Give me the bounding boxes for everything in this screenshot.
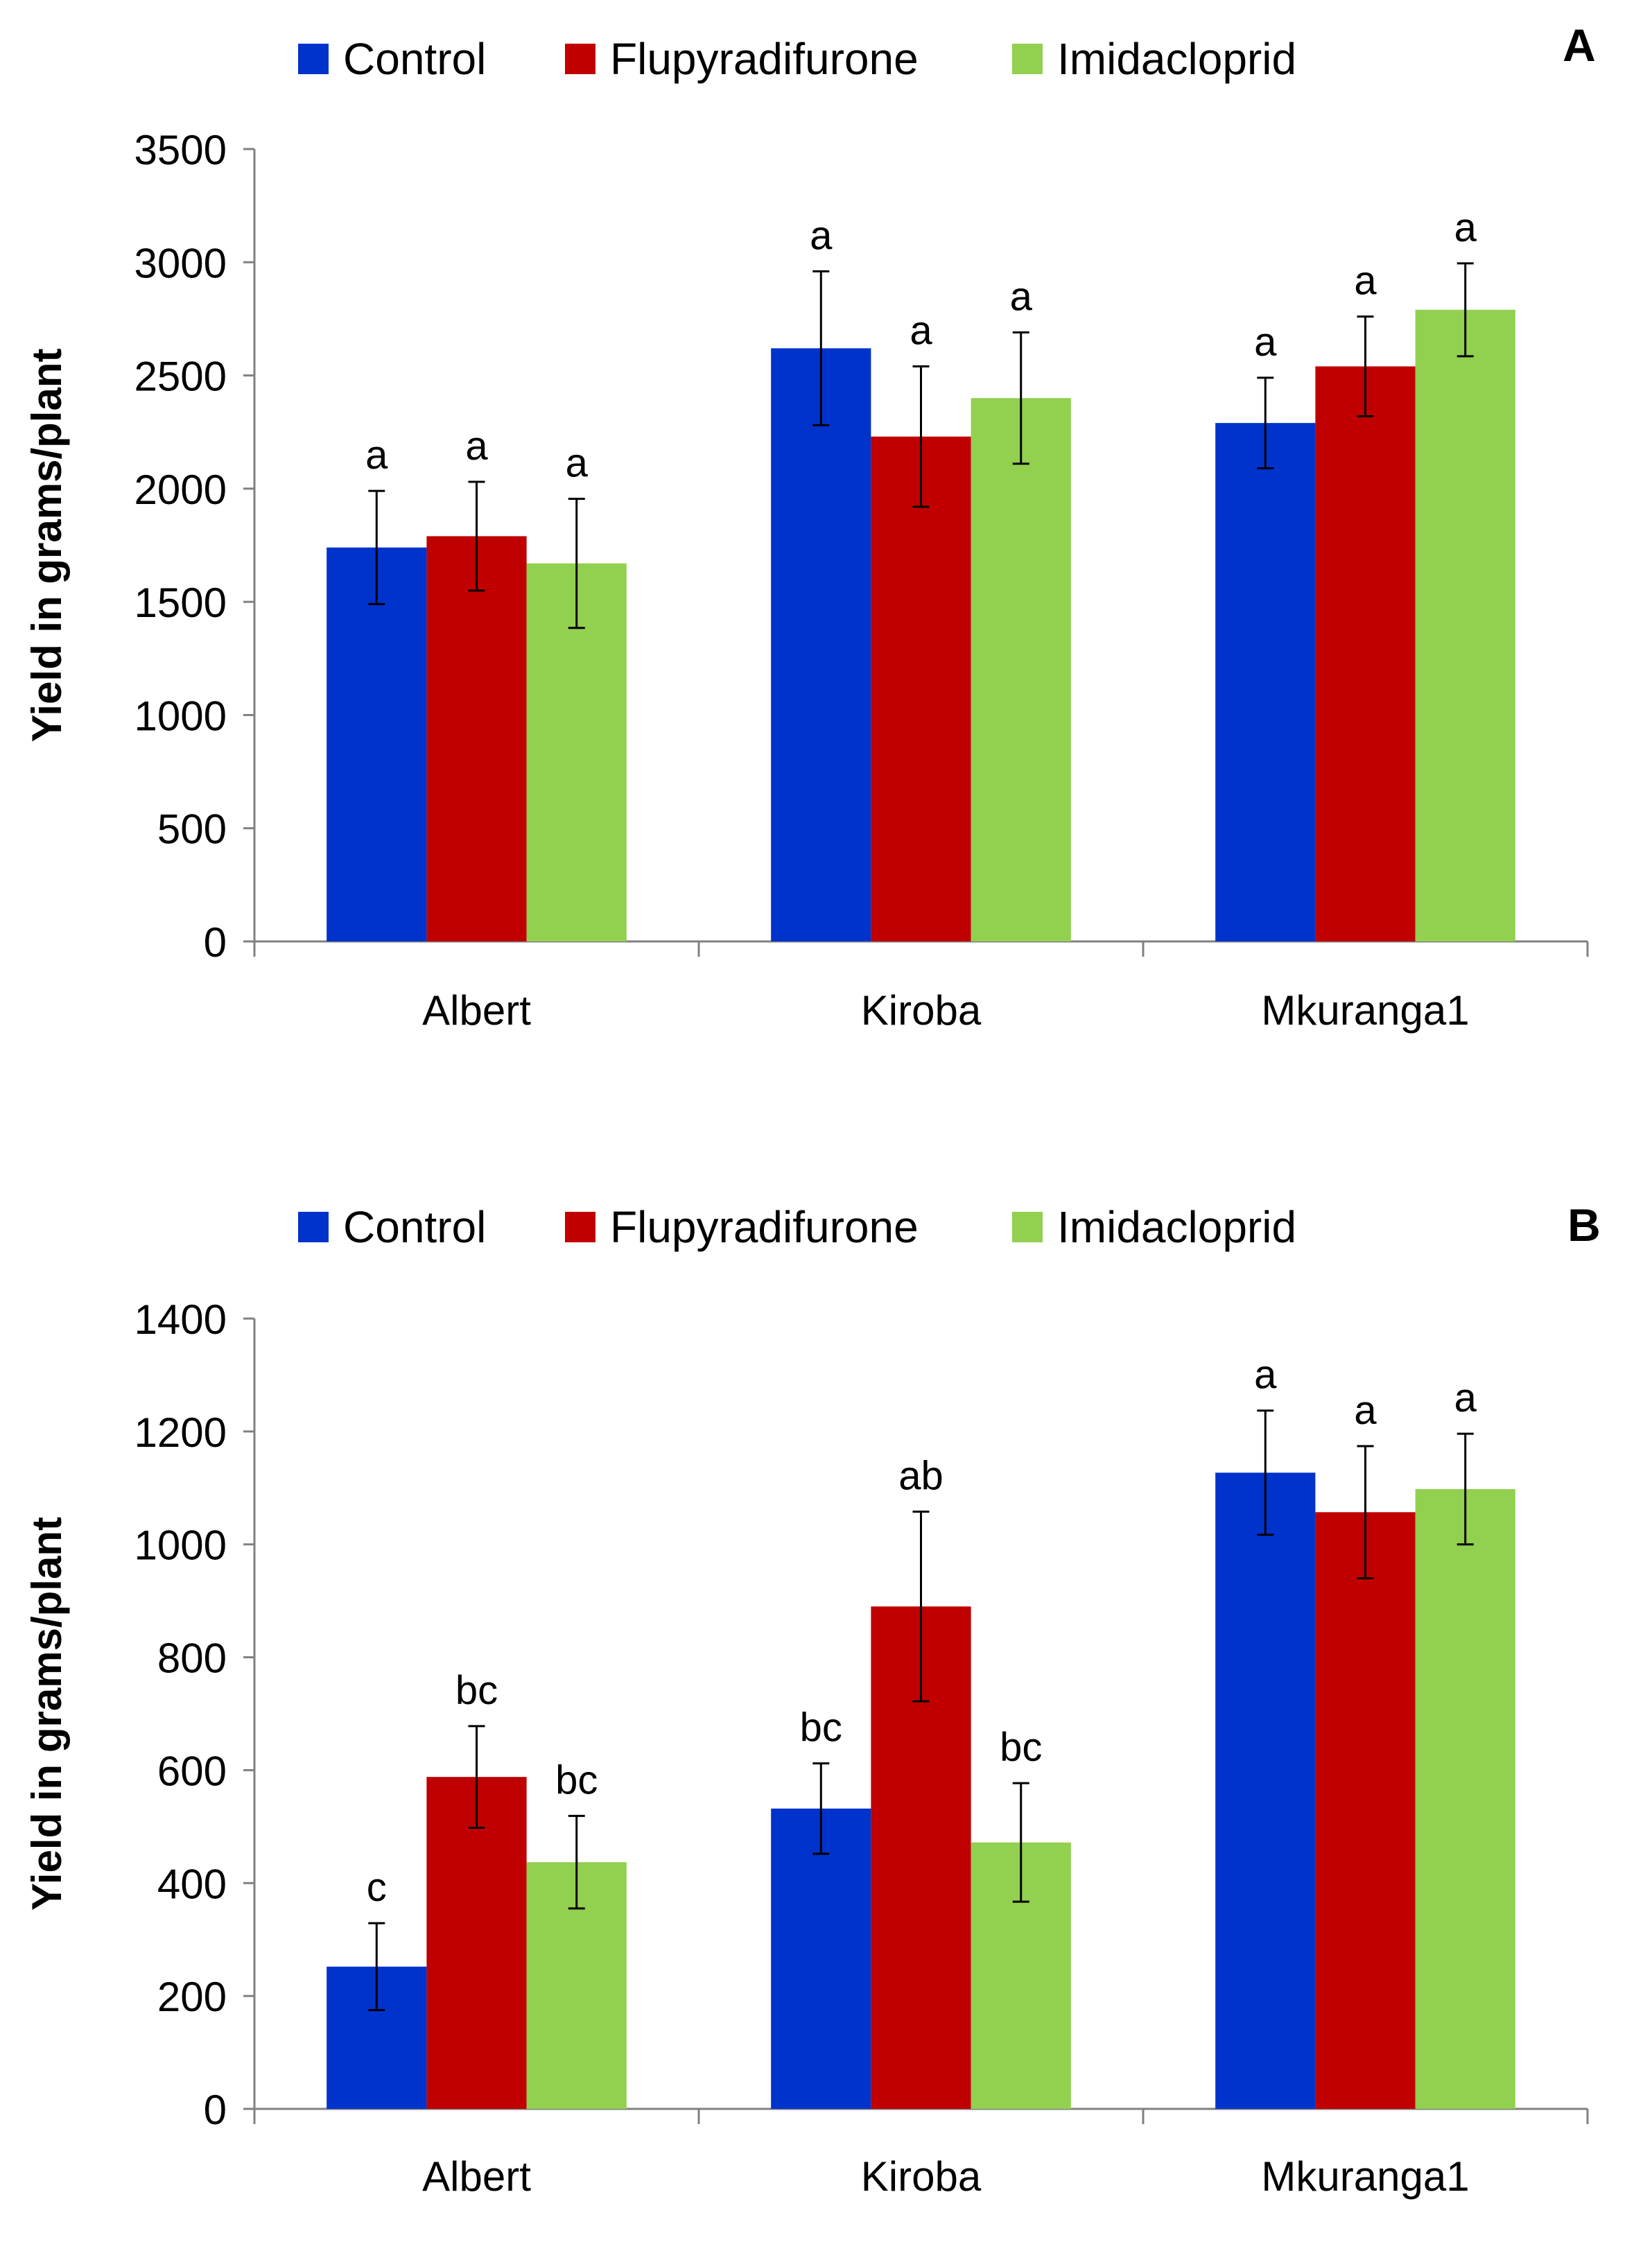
error-bar (1357, 315, 1374, 417)
y-tick-label: 1200 (134, 1409, 227, 1456)
legend-swatch-imidacloprid (1012, 1212, 1043, 1242)
y-tick-label: 500 (157, 806, 227, 853)
legend-label-imidacloprid: Imidacloprid (1057, 34, 1296, 84)
error-bar (368, 489, 385, 605)
bar-imidacloprid-mkuranga1 (1415, 309, 1515, 941)
bar-control-albert (327, 547, 427, 941)
error-bar (812, 270, 830, 426)
x-category-label: Mkuranga1 (1261, 2153, 1469, 2200)
y-tick-label: 1500 (134, 580, 227, 626)
significance-letter: a (566, 441, 589, 486)
legend-label-control: Control (343, 1202, 486, 1252)
error-bar (912, 365, 930, 508)
significance-letter: a (910, 308, 932, 354)
significance-letter: a (1354, 1388, 1377, 1433)
x-category-label: Albert (422, 987, 531, 1034)
y-tick-label: 600 (157, 1748, 227, 1794)
error-bar (468, 480, 485, 592)
legend-swatch-imidacloprid (1012, 44, 1043, 74)
legend-label-flupyradifurone: Flupyradifurone (610, 1202, 919, 1252)
significance-letter: a (1254, 320, 1277, 365)
legend-label-control: Control (343, 34, 486, 84)
bar-flupyradifurone-mkuranga1 (1315, 366, 1416, 941)
y-tick-label: 2000 (134, 467, 227, 513)
panel-label: B (1567, 1199, 1601, 1251)
y-tick-label: 3500 (134, 127, 227, 173)
significance-letter: a (1354, 259, 1377, 304)
bar-control-kiroba (771, 348, 871, 942)
legend-swatch-flupyradifurone (565, 1212, 595, 1242)
error-bar (912, 1510, 930, 1703)
significance-letter: a (1254, 1353, 1277, 1398)
legend-swatch-flupyradifurone (565, 44, 595, 74)
legend-label-flupyradifurone: Flupyradifurone (610, 34, 919, 84)
significance-letter: c (367, 1865, 387, 1910)
y-tick-label: 3000 (134, 240, 227, 286)
x-category-label: Mkuranga1 (1261, 987, 1469, 1034)
y-tick-label: 0 (204, 2087, 227, 2133)
error-bar (1012, 1782, 1029, 1903)
significance-letter: bc (1000, 1725, 1042, 1770)
x-category-label: Albert (422, 2153, 531, 2200)
legend-swatch-control (298, 44, 329, 74)
bar-flupyradifurone-albert (426, 1777, 527, 2109)
x-category-label: Kiroba (861, 987, 982, 1034)
bar-control-mkuranga1 (1215, 423, 1316, 941)
bar-imidacloprid-kiroba (971, 398, 1071, 941)
legend-swatch-control (298, 1212, 329, 1242)
error-bar (468, 1725, 485, 1829)
error-bar (1012, 331, 1029, 465)
y-tick-label: 200 (157, 1974, 227, 2020)
error-bar (568, 498, 585, 629)
y-tick-label: 1000 (134, 693, 227, 739)
legend: Control Flupyradifurone Imidacloprid (298, 34, 1296, 84)
bar-control-kiroba (771, 1808, 871, 2109)
bar-flupyradifurone-kiroba (871, 436, 971, 941)
y-axis-title: Yield in grams/plant (24, 1517, 70, 1911)
bar-flupyradifurone-mkuranga1 (1315, 1512, 1416, 2109)
significance-letter: a (365, 433, 388, 478)
error-bar (1257, 376, 1274, 469)
y-axis-title: Yield in grams/plant (24, 349, 70, 742)
legend-label-imidacloprid: Imidacloprid (1057, 1202, 1296, 1252)
bar-control-mkuranga1 (1215, 1472, 1316, 2109)
significance-letter: a (810, 213, 833, 258)
bar-imidacloprid-mkuranga1 (1415, 1488, 1515, 2109)
chart-panel-a: A Control Flupyradifurone Imidacloprid 0 500 1… (24, 19, 1596, 1034)
x-category-label: Kiroba (861, 2153, 982, 2200)
chart-panel-b: B Control Flupyradifurone Imidacloprid 0 200 4… (24, 1199, 1601, 2200)
y-tick-label: 1000 (134, 1522, 227, 1569)
panel-label: A (1563, 19, 1596, 71)
significance-letter: bc (800, 1705, 842, 1750)
error-bar (1457, 262, 1474, 358)
error-bar (1357, 1445, 1374, 1580)
significance-letter: a (1454, 1375, 1477, 1420)
y-tick-label: 800 (157, 1635, 227, 1682)
y-tick-label: 1400 (134, 1296, 227, 1343)
error-bar (1257, 1409, 1274, 1536)
significance-letter: bc (455, 1668, 498, 1713)
significance-letter: a (1010, 275, 1033, 320)
error-bar (1457, 1432, 1474, 1546)
y-tick-label: 400 (157, 1861, 227, 1907)
significance-letter: ab (898, 1453, 944, 1498)
y-tick-label: 2500 (134, 354, 227, 400)
significance-letter: a (1454, 205, 1477, 250)
significance-letter: bc (555, 1757, 598, 1802)
error-bar (812, 1762, 830, 1855)
error-bar (368, 1922, 385, 2011)
significance-letter: a (465, 424, 488, 469)
y-tick-label: 0 (204, 919, 227, 966)
bar-flupyradifurone-albert (426, 536, 527, 941)
legend: Control Flupyradifurone Imidacloprid (298, 1202, 1296, 1252)
error-bar (568, 1814, 585, 1910)
